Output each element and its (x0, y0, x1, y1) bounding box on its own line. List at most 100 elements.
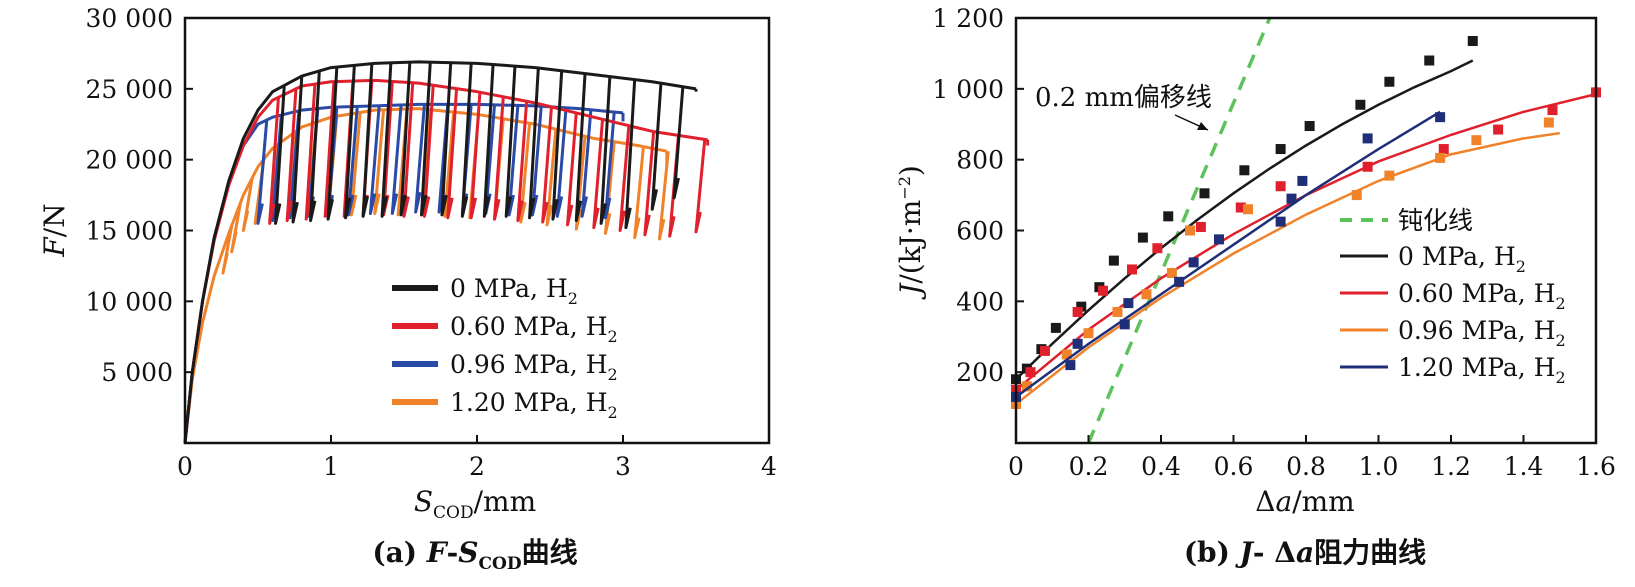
series-a-0-unload-17 (624, 79, 637, 230)
series-a-3-envelope (183, 107, 668, 444)
series-b-1-point-12 (1493, 124, 1504, 135)
series-b-0-point-12 (1304, 121, 1315, 132)
b-x-tick-label-5: 1.0 (1359, 452, 1399, 481)
series-b-0-point-3 (1050, 322, 1061, 333)
panel-b-caption: (b) J- Δa阻力曲线 (1184, 536, 1426, 569)
series-b-0-point-8 (1163, 211, 1174, 222)
series-b-2-point-13 (1543, 117, 1554, 128)
series-b-1-point-7 (1195, 221, 1206, 232)
b-y-tick-label-2: 600 (956, 217, 1004, 246)
series-a-0-unload-15 (574, 73, 587, 223)
panel-a: 0 1 2 3 4 5 000 10 000 15 000 20 000 25 000 30 000… (38, 4, 777, 574)
series-b-3-point-6 (1188, 257, 1199, 268)
series-a-0-unload-5 (361, 63, 374, 218)
series-a-1-unload-1 (285, 88, 298, 223)
series-b-3-point-3 (1119, 319, 1130, 330)
a-x-tick-label-4: 4 (761, 452, 777, 481)
series-a-0-unload-19 (672, 86, 685, 200)
panel-a-caption: (a) F-SCOD曲线 (372, 536, 577, 574)
series-b-0-fit (1015, 59, 1474, 381)
a-y-tick-label-0: 5 000 (101, 358, 173, 387)
series-b-3-point-4 (1123, 298, 1134, 309)
series-b-2-point-8 (1243, 204, 1253, 215)
series-b-1-point-10 (1362, 161, 1373, 172)
legend-label-a-0: 0 MPa, H2 (450, 274, 578, 308)
series-b-2-point-1 (1021, 381, 1032, 392)
series-b-2-point-11 (1435, 152, 1446, 163)
series-b-1-point-8 (1235, 202, 1246, 213)
series-a-3-unload-0 (221, 225, 234, 275)
legend-label-b-2: 0.96 MPa, H2 (1398, 316, 1566, 350)
series-b-2-fit (1015, 131, 1560, 406)
series-a-1-unload-9 (446, 88, 459, 220)
panel-a-marks (183, 60, 710, 444)
legend-label-a-1: 0.60 MPa, H2 (450, 312, 618, 346)
series-a-2-unload-16 (603, 111, 616, 220)
panel-b-legend: 钝化线 0 MPa, H2 0.60 MPa, H2 0.96 MPa, H2 … (1340, 206, 1566, 387)
series-b-3-fit (1015, 110, 1441, 398)
series-b-2-point-6 (1166, 268, 1177, 278)
series-b-3-point-9 (1286, 193, 1297, 204)
legend-label-a-3: 1.20 MPa, H2 (450, 388, 618, 422)
series-a-1-unload-12 (516, 101, 529, 223)
series-b-2-point-10 (1384, 170, 1395, 181)
a-y-tick-label-2: 15 000 (86, 217, 173, 246)
b-x-tick-label-6: 1.2 (1431, 452, 1471, 481)
series-a-0-unload-13 (528, 67, 540, 220)
series-a-0-unload-6 (380, 62, 393, 218)
series-b-0-point-15 (1424, 55, 1435, 66)
series-a-0-unload-11 (482, 64, 495, 218)
series-a-1-unload-15 (592, 119, 605, 230)
series-a-3-unload-17 (574, 136, 587, 231)
panel-a-x-axis-label: SCOD/mm (414, 485, 536, 523)
series-a-1-unload-17 (643, 131, 656, 237)
panel-b: 0 0.2 0.4 0.6 0.8 1.0 1.2 1.4 1.6 200 400 600 800 1 0… (894, 4, 1616, 569)
series-a-0-unload-1 (291, 75, 304, 224)
a-x-tick-label-3: 3 (615, 452, 631, 481)
series-b-0-point-4 (1076, 301, 1087, 312)
panel-b-ticks: 0 0.2 0.4 0.6 0.8 1.0 1.2 1.4 1.6 200 400 600 800 1 0… (932, 4, 1615, 481)
series-a-0-envelope (183, 60, 697, 444)
series-b-1-point-1 (1025, 367, 1036, 378)
series-a-0-unload-18 (650, 83, 663, 211)
series-a-1-unload-10 (469, 92, 482, 220)
series-a-3-unload-15 (519, 123, 532, 224)
series-a-1-unload-2 (304, 83, 317, 221)
series-a-0-unload-10 (460, 63, 473, 218)
series-b-0-point-13 (1355, 99, 1366, 110)
series-a-2-unload-8 (414, 104, 426, 214)
series-a-1-unload-13 (541, 106, 553, 224)
series-a-2-unload-6 (368, 105, 381, 215)
panel-a-ticks: 0 1 2 3 4 5 000 10 000 15 000 20 000 25 000 30 000 (86, 4, 777, 481)
b-x-tick-label-1: 0.2 (1069, 452, 1109, 481)
series-b-0-point-11 (1275, 144, 1286, 155)
b-y-tick-label-1: 400 (956, 287, 1004, 316)
series-a-1-unload-16 (618, 125, 631, 232)
series-b-3-point-5 (1174, 276, 1185, 287)
series-a-1-unload-0 (268, 97, 280, 225)
series-a-0-unload-9 (440, 62, 453, 217)
series-a-0-unload-0 (274, 85, 286, 225)
b-y-tick-label-5: 1 200 (932, 4, 1004, 33)
series-a-0-unload-12 (504, 66, 517, 218)
b-x-tick-label-7: 1.4 (1504, 452, 1544, 481)
series-a-0-unload-7 (399, 62, 412, 217)
series-b-0-point-14 (1384, 76, 1395, 87)
series-b-2-point-2 (1061, 349, 1072, 360)
series-a-2-unload-0 (256, 119, 269, 225)
series-b-3-point-11 (1362, 133, 1373, 144)
b-x-tick-label-8: 1.6 (1576, 452, 1616, 481)
series-a-0-unload-2 (309, 70, 321, 223)
series-a-0-unload-16 (599, 76, 612, 225)
b-y-tick-label-4: 1 000 (932, 75, 1004, 104)
series-b-3-point-10 (1297, 175, 1308, 186)
legend-label-b-3: 1.20 MPa, H2 (1398, 353, 1566, 387)
series-b-2-point-9 (1351, 190, 1362, 201)
panel-b-x-axis-label: Δa/mm (1255, 485, 1354, 518)
series-a-3-unload-8 (349, 112, 362, 217)
series-a-2-unload-15 (580, 109, 593, 218)
legend-label-b-0: 0 MPa, H2 (1398, 242, 1526, 276)
series-b-2-point-5 (1141, 289, 1152, 300)
panel-a-plot-frame (183, 16, 771, 445)
